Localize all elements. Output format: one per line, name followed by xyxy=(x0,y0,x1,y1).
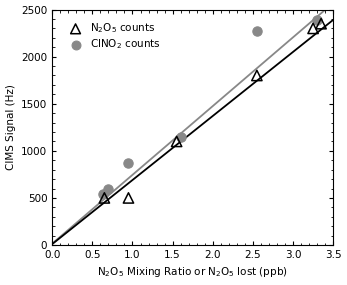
N$_2$O$_5$ counts xyxy=(318,21,324,26)
ClNO$_2$ counts xyxy=(126,161,131,165)
ClNO$_2$ counts xyxy=(100,192,105,196)
X-axis label: N$_2$O$_5$ Mixing Ratio or N$_2$O$_5$ lost (ppb): N$_2$O$_5$ Mixing Ratio or N$_2$O$_5$ lo… xyxy=(97,265,288,280)
Legend: N$_2$O$_5$ counts, ClNO$_2$ counts: N$_2$O$_5$ counts, ClNO$_2$ counts xyxy=(63,19,163,53)
Y-axis label: CIMS Signal (Hz): CIMS Signal (Hz) xyxy=(6,84,16,170)
N$_2$O$_5$ counts xyxy=(310,26,316,31)
N$_2$O$_5$ counts xyxy=(126,196,131,200)
ClNO$_2$ counts xyxy=(178,135,184,139)
ClNO$_2$ counts xyxy=(314,18,320,22)
N$_2$O$_5$ counts xyxy=(174,139,179,144)
N$_2$O$_5$ counts xyxy=(254,73,260,78)
ClNO$_2$ counts xyxy=(105,186,111,191)
N$_2$O$_5$ counts xyxy=(102,196,107,200)
ClNO$_2$ counts xyxy=(254,29,260,34)
